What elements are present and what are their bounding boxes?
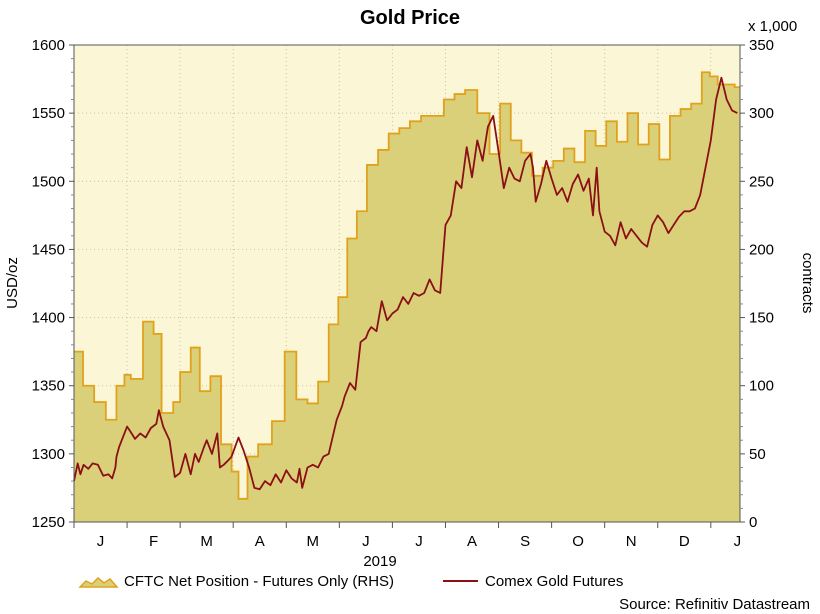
right-tick-label: 150 <box>749 310 774 327</box>
right-tick-label: 0 <box>749 514 757 531</box>
x-tick-label: A <box>255 533 265 550</box>
right-tick-label: 250 <box>749 173 774 190</box>
x-tick-label: J <box>362 533 370 550</box>
right-axis: 350 300 250 200 150 100 50 0 <box>740 37 774 531</box>
right-axis-multiplier: x 1,000 <box>748 18 797 35</box>
x-tick-label: S <box>520 533 530 550</box>
comex-line <box>73 76 738 491</box>
left-tick-label: 1600 <box>32 37 65 54</box>
x-tick-label: F <box>149 533 158 550</box>
x-tick-label: N <box>626 533 637 550</box>
left-axis: 1600 1550 1500 1450 1400 1350 1300 1250 <box>32 37 74 531</box>
left-tick-label: 1400 <box>32 310 65 327</box>
x-tick-label: A <box>467 533 477 550</box>
legend-label-comex: Comex Gold Futures <box>485 573 623 590</box>
legend-item-cftc: CFTC Net Position - Futures Only (RHS) <box>78 573 394 590</box>
x-axis-year-label: 2019 <box>363 553 396 570</box>
right-axis-label: contracts <box>799 253 816 314</box>
x-tick-label: M <box>200 533 213 550</box>
x-tick-label: D <box>679 533 690 550</box>
right-tick-label: 200 <box>749 241 774 258</box>
comex-line-layer <box>73 76 738 491</box>
source-note: Source: Refinitiv Datastream <box>619 596 810 613</box>
legend-item-comex: Comex Gold Futures <box>443 573 623 590</box>
right-tick-label: 50 <box>749 446 766 463</box>
cftc-area-edge <box>74 71 740 500</box>
x-tick-label: O <box>572 533 584 550</box>
left-tick-label: 1500 <box>32 173 65 190</box>
x-tick-label: M <box>307 533 320 550</box>
left-tick-label: 1250 <box>32 514 65 531</box>
right-tick-label: 300 <box>749 105 774 122</box>
legend: CFTC Net Position - Futures Only (RHS) C… <box>78 573 623 590</box>
left-tick-label: 1550 <box>32 105 65 122</box>
legend-swatch-area <box>78 576 119 588</box>
x-tick-label: J <box>734 533 742 550</box>
chart-title: Gold Price <box>360 7 460 29</box>
right-tick-label: 350 <box>749 37 774 54</box>
left-axis-label: USD/oz <box>4 257 21 309</box>
x-tick-label: J <box>97 533 105 550</box>
right-tick-label: 100 <box>749 378 774 395</box>
plot-frame <box>73 44 741 523</box>
left-tick-label: 1300 <box>32 446 65 463</box>
legend-label-cftc: CFTC Net Position - Futures Only (RHS) <box>124 573 394 590</box>
x-tick-label: J <box>415 533 423 550</box>
left-tick-label: 1350 <box>32 378 65 395</box>
left-tick-label: 1450 <box>32 241 65 258</box>
